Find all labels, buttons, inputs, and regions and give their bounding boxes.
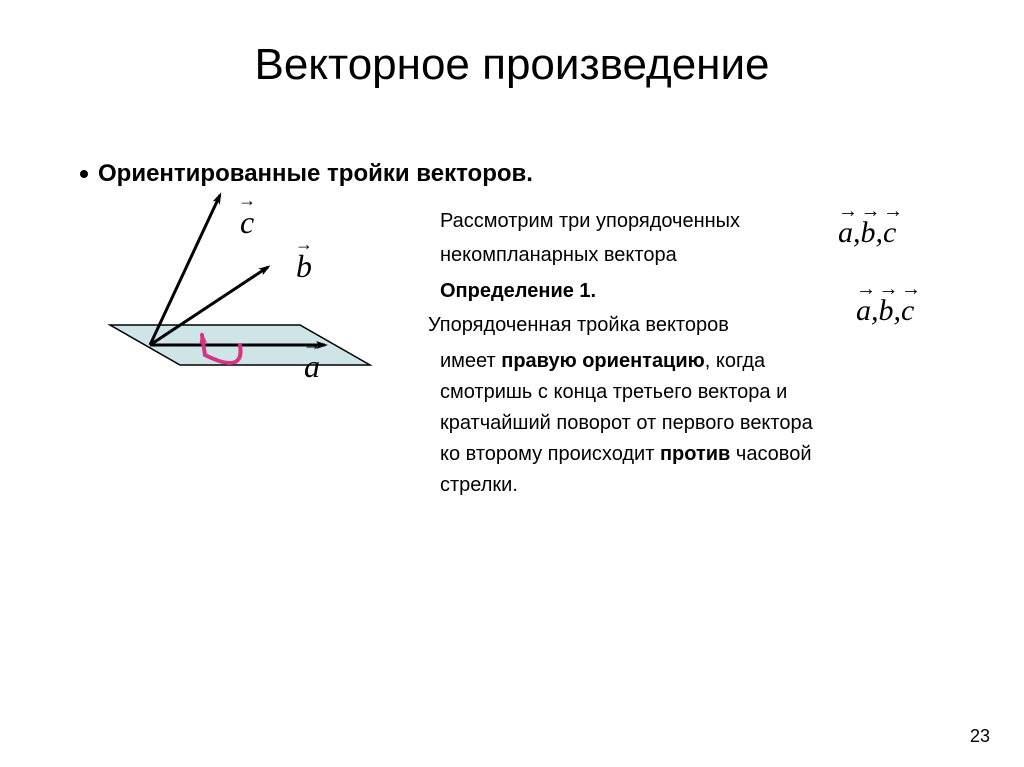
vectors-abc-1: a,b,c: [838, 216, 896, 250]
line-4: Упорядоченная тройка векторов: [428, 310, 818, 341]
bullet-row: Ориентированные тройки векторов.: [80, 160, 533, 188]
line-1: Рассмотрим три упорядоченных: [440, 206, 820, 237]
label-vector-c: c: [240, 204, 254, 241]
label-vector-a: a: [304, 348, 320, 385]
vectors-abc-2: a,b,c: [856, 294, 914, 328]
line-3-definition: Определение 1.: [440, 276, 820, 307]
paragraph-rest: имеет правую ориентацию, когда смотришь …: [440, 346, 820, 501]
page-number: 23: [970, 726, 990, 747]
bullet-text: Ориентированные тройки векторов.: [98, 160, 533, 188]
line-2: некомпланарных вектора: [440, 240, 820, 271]
page-title: Векторное произведение: [0, 40, 1024, 90]
label-vector-b: b: [296, 248, 312, 285]
bullet-icon: [80, 170, 88, 178]
